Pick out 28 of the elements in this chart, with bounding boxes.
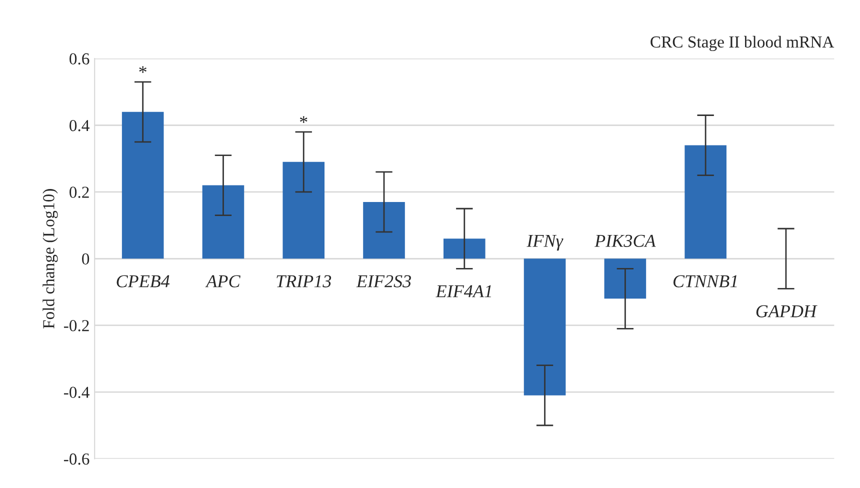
x-tick-label: IFNγ xyxy=(526,234,564,251)
bar xyxy=(524,258,566,396)
y-axis-title: Fold change (Log10) xyxy=(42,189,58,329)
x-tick-label: PIK3CA xyxy=(594,234,656,247)
bar xyxy=(363,202,405,259)
bar xyxy=(444,238,486,259)
x-tick-label: TRIP13 xyxy=(276,275,332,288)
y-tick-label: 0.4 xyxy=(70,120,90,132)
y-tick-label: -0.6 xyxy=(64,453,90,465)
x-tick-label: CPEB4 xyxy=(116,275,170,288)
bar xyxy=(122,112,164,259)
bar xyxy=(684,145,726,259)
y-tick-label: -0.2 xyxy=(64,320,89,332)
y-tick-label: 0 xyxy=(82,253,90,265)
bar xyxy=(282,162,325,259)
bar xyxy=(604,258,646,299)
x-tick-label: GAPDH xyxy=(756,305,818,318)
y-tick-label: 0.6 xyxy=(70,53,90,65)
x-tick-label: EIF2S3 xyxy=(356,275,411,288)
annotation: * xyxy=(139,66,146,73)
bar xyxy=(202,185,244,259)
y-tick-label: -0.4 xyxy=(64,386,90,398)
x-tick-label: CTNNB1 xyxy=(673,275,737,288)
x-tick-label: EIF4A1 xyxy=(436,285,492,298)
y-tick-label: 0.2 xyxy=(70,186,89,198)
chart-title: CRC Stage II blood mRNA xyxy=(650,36,834,52)
x-tick-label: APC xyxy=(205,275,240,288)
annotation: * xyxy=(300,116,308,123)
